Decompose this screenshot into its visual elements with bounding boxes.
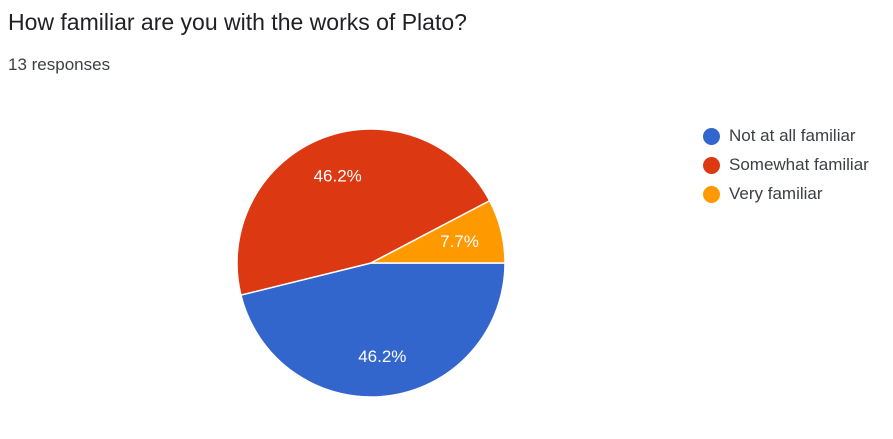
data-label-very-familiar: 7.7% <box>440 232 479 251</box>
legend-item-not-at-all-familiar[interactable]: Not at all familiar <box>703 126 869 146</box>
legend-label: Not at all familiar <box>729 126 856 145</box>
legend-swatch <box>703 127 720 145</box>
legend-label: Somewhat familiar <box>729 155 869 174</box>
data-label-not-at-all-familiar: 46.2% <box>358 347 406 366</box>
pie-slice-somewhat-familiar[interactable] <box>236 128 491 296</box>
response-count: 13 responses <box>8 55 111 74</box>
chart-title: How familiar are you with the works of P… <box>8 9 467 35</box>
legend-swatch <box>703 185 720 203</box>
pie-slice-very-familiar[interactable] <box>370 199 506 264</box>
pie-data-labels: 46.2% 46.2% 7.7% <box>314 166 479 366</box>
legend-swatch <box>703 156 720 174</box>
pie-slices <box>236 128 506 398</box>
data-label-somewhat-familiar: 46.2% <box>314 166 362 185</box>
chart-legend: Not at all familiar Somewhat familiar Ve… <box>703 126 869 213</box>
pie-slice-not-at-all-familiar[interactable] <box>239 262 506 398</box>
legend-item-very-familiar[interactable]: Very familiar <box>703 184 869 204</box>
legend-item-somewhat-familiar[interactable]: Somewhat familiar <box>703 155 869 175</box>
legend-label: Very familiar <box>729 184 823 203</box>
